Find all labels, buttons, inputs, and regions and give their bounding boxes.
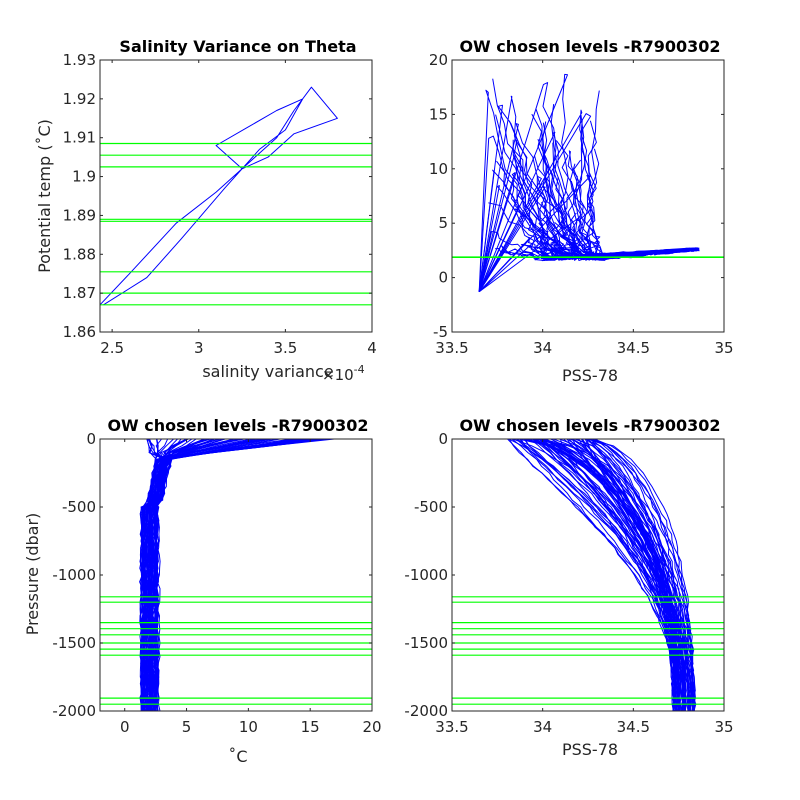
x-tick-label: 35 [714,718,733,736]
y-tick-label: -500 [414,498,448,516]
profile-line [594,439,695,711]
temperature-pressure-panel: OW chosen levels -R7900302 ˚C Pressure (… [23,416,382,766]
x-axis-label: PSS-78 [562,366,618,385]
x-tick-label: 20 [362,718,381,736]
chart-title: OW chosen levels -R7900302 [107,416,368,435]
x-tick-label: 2.5 [100,339,124,357]
y-tick-label: -2000 [404,702,448,720]
y-tick-label: -1000 [52,566,96,584]
plot-area [452,73,724,293]
profile-line [531,439,692,711]
chart-title: OW chosen levels -R7900302 [459,416,720,435]
profile-line [542,439,695,711]
x-tick-label: 35 [714,339,733,357]
x-tick-label: 34.5 [617,339,650,357]
profile-line [538,439,686,711]
x-tick-label: 34.5 [617,718,650,736]
y-axis-label: Potential temp (˚C) [35,119,54,273]
y-tick-label: -1000 [404,566,448,584]
theta-salinity-panel: OW chosen levels -R7900302 PSS-78 33.5 34… [429,37,734,385]
x-exponent: ×10-4 [322,363,365,384]
y-tick-label: 5 [438,214,448,232]
salinity-variance-panel: Salinity Variance on Theta salinity vari… [35,37,377,384]
x-axis-label: salinity variance [202,362,333,381]
y-tick-label: -1500 [52,634,96,652]
y-axis-label: Pressure (dbar) [23,513,42,636]
profile-line [144,439,305,711]
x-tick-label: 34 [533,339,552,357]
profile-line [590,439,676,711]
profile-line [478,104,699,292]
x-tick-label: 33.5 [435,339,468,357]
x-axis-label: PSS-78 [562,740,618,759]
profile-line [140,439,205,711]
y-tick-label: 1.91 [63,129,96,147]
series-line-0 [100,86,338,306]
y-tick-label: 20 [429,51,448,69]
y-tick-label: 0 [86,430,96,448]
plot-area [100,86,372,306]
y-tick-label: 1.92 [63,90,96,108]
x-tick-label: 4 [367,339,377,357]
chart-title: Salinity Variance on Theta [119,37,356,56]
y-tick-label: 0 [438,269,448,287]
y-tick-label: 10 [429,160,448,178]
x-tick-label: 3.5 [273,339,297,357]
profile-line [524,439,674,711]
profile-line [593,439,695,711]
y-tick-label: -2000 [52,702,96,720]
x-tick-label: 5 [182,718,192,736]
x-tick-label: 3 [194,339,204,357]
y-tick-label: 1.88 [63,245,96,263]
y-tick-label: 15 [429,105,448,123]
y-tick-label: -500 [62,498,96,516]
profile-line [153,439,223,711]
y-tick-label: -1500 [404,634,448,652]
y-tick-label: 1.9 [72,168,96,186]
profile-line [153,439,269,711]
salinity-pressure-panel: OW chosen levels -R7900302 PSS-78 33.5 34… [404,416,733,759]
x-tick-label: 33.5 [435,718,468,736]
x-tick-label: 0 [120,718,130,736]
y-tick-label: -5 [433,323,448,341]
chart-title: OW chosen levels -R7900302 [459,37,720,56]
profile-line [146,439,297,711]
x-tick-label: 15 [301,718,320,736]
profile-line [568,439,675,711]
profile-line [540,439,686,711]
x-axis-label: ˚C [228,747,247,766]
x-tick-label: 10 [239,718,258,736]
y-tick-label: 1.86 [63,323,96,341]
plot-area [452,439,724,711]
y-tick-label: 1.87 [63,284,96,302]
profile-line [591,439,679,711]
y-tick-label: 0 [438,430,448,448]
axes-frame [451,59,725,333]
plot-area [100,439,372,711]
profile-line [141,439,162,711]
y-tick-label: 1.93 [63,51,96,69]
profile-line [147,439,167,711]
profile-line [144,439,316,711]
profile-line [546,439,687,711]
x-tick-label: 34 [533,718,552,736]
y-tick-label: 1.89 [63,206,96,224]
axes-frame [99,59,373,333]
